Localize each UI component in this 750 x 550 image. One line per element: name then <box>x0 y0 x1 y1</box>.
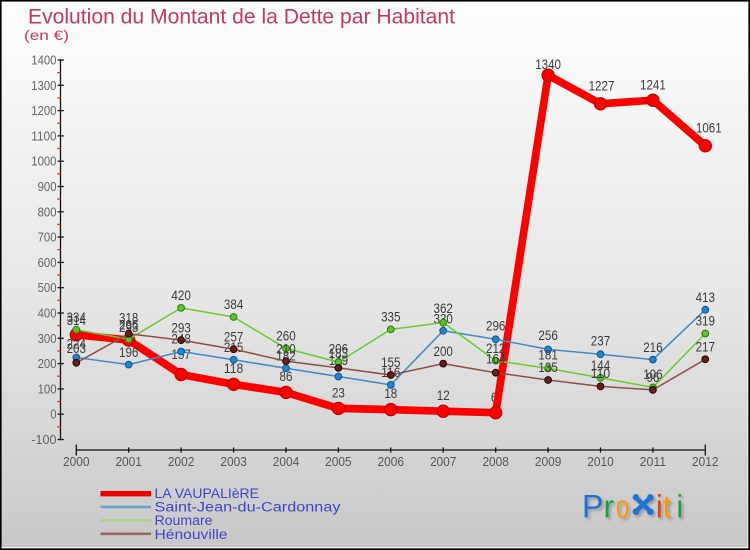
svg-text:164: 164 <box>486 352 506 367</box>
svg-text:216: 216 <box>643 340 663 355</box>
svg-text:413: 413 <box>696 290 716 305</box>
svg-text:2005: 2005 <box>325 455 352 469</box>
svg-text:293: 293 <box>171 320 191 335</box>
svg-text:800: 800 <box>38 205 57 219</box>
svg-text:217: 217 <box>696 340 715 355</box>
svg-text:o: o <box>616 489 630 525</box>
svg-text:319: 319 <box>696 314 716 329</box>
svg-text:1000: 1000 <box>31 155 56 169</box>
svg-text:1227: 1227 <box>589 78 615 93</box>
svg-text:Saint-Jean-du-Cardonnay: Saint-Jean-du-Cardonnay <box>155 500 341 515</box>
svg-text:296: 296 <box>119 318 139 333</box>
svg-text:155: 155 <box>381 355 401 370</box>
svg-text:293: 293 <box>119 320 139 335</box>
svg-text:1200: 1200 <box>31 104 56 118</box>
svg-text:106: 106 <box>643 367 663 382</box>
svg-text:i: i <box>656 489 663 525</box>
svg-text:2002: 2002 <box>168 455 195 469</box>
svg-text:Hénouville: Hénouville <box>155 527 228 542</box>
svg-text:2006: 2006 <box>378 455 405 469</box>
svg-text:2012: 2012 <box>692 455 719 469</box>
svg-text:700: 700 <box>38 231 57 245</box>
svg-text:1400: 1400 <box>31 54 56 68</box>
svg-text:260: 260 <box>276 329 296 344</box>
svg-text:23: 23 <box>332 385 345 400</box>
svg-text:(en €): (en €) <box>24 28 69 43</box>
svg-text:2007: 2007 <box>430 455 457 469</box>
svg-text:1340: 1340 <box>535 57 561 72</box>
svg-text:Evolution du Montant de la Det: Evolution du Montant de la Dette par Hab… <box>28 5 455 29</box>
svg-text:314: 314 <box>67 313 87 328</box>
svg-text:500: 500 <box>38 281 57 295</box>
svg-text:2000: 2000 <box>63 455 90 469</box>
svg-text:P: P <box>582 489 603 525</box>
svg-text:384: 384 <box>224 297 244 312</box>
svg-text:206: 206 <box>329 342 349 357</box>
svg-text:r: r <box>604 489 615 525</box>
svg-text:96: 96 <box>646 370 659 385</box>
svg-text:1300: 1300 <box>31 79 56 93</box>
svg-text:t: t <box>663 489 672 525</box>
svg-text:210: 210 <box>276 341 296 356</box>
svg-text:318: 318 <box>119 311 139 326</box>
svg-text:600: 600 <box>38 256 57 270</box>
svg-text:0: 0 <box>50 408 56 422</box>
svg-text:224: 224 <box>67 336 87 351</box>
svg-text:2010: 2010 <box>587 455 614 469</box>
svg-text:12: 12 <box>437 388 450 403</box>
svg-text:2011: 2011 <box>640 455 667 469</box>
svg-text:296: 296 <box>486 318 506 333</box>
svg-text:183: 183 <box>329 346 349 361</box>
svg-text:256: 256 <box>538 328 558 343</box>
svg-text:144: 144 <box>591 358 611 373</box>
svg-text:420: 420 <box>171 288 191 303</box>
svg-text:300: 300 <box>38 332 57 346</box>
svg-text:-100: -100 <box>31 433 56 447</box>
svg-text:2009: 2009 <box>535 455 562 469</box>
svg-text:400: 400 <box>38 307 57 321</box>
svg-text:196: 196 <box>119 345 139 360</box>
svg-text:i: i <box>676 489 683 525</box>
svg-text:200: 200 <box>38 357 57 371</box>
svg-text:2001: 2001 <box>115 455 142 469</box>
svg-text:100: 100 <box>38 382 57 396</box>
svg-text:237: 237 <box>591 334 610 349</box>
svg-text:257: 257 <box>224 329 243 344</box>
svg-text:334: 334 <box>67 310 87 325</box>
svg-text:2004: 2004 <box>273 455 300 469</box>
svg-text:900: 900 <box>38 180 57 194</box>
svg-text:2008: 2008 <box>482 455 509 469</box>
svg-text:86: 86 <box>280 369 293 384</box>
svg-text:1241: 1241 <box>640 78 666 93</box>
svg-text:212: 212 <box>486 341 505 356</box>
svg-text:LA VAUPALIèRE: LA VAUPALIèRE <box>155 486 260 501</box>
svg-text:Roumare: Roumare <box>155 513 213 528</box>
svg-text:1061: 1061 <box>696 121 722 136</box>
svg-text:18: 18 <box>384 386 397 401</box>
svg-text:362: 362 <box>434 301 453 316</box>
svg-text:110: 110 <box>591 366 611 381</box>
svg-text:181: 181 <box>538 348 557 363</box>
svg-text:118: 118 <box>224 361 244 376</box>
svg-text:203: 203 <box>67 341 87 356</box>
svg-text:200: 200 <box>434 344 454 359</box>
svg-text:1100: 1100 <box>31 129 56 143</box>
svg-text:2003: 2003 <box>220 455 247 469</box>
svg-text:135: 135 <box>538 360 558 375</box>
svg-text:335: 335 <box>381 310 401 325</box>
